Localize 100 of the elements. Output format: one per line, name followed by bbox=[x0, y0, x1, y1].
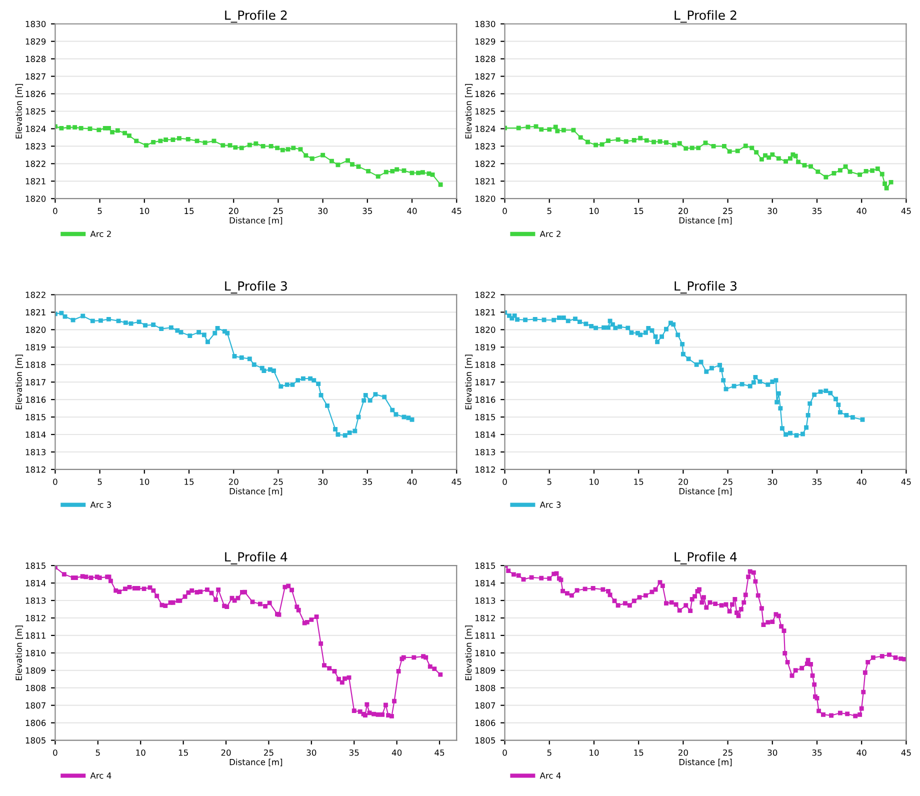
x-tick-label: 5 bbox=[547, 750, 552, 756]
chart-title: L_Profile 4 bbox=[674, 552, 737, 564]
x-tick-label: 45 bbox=[452, 208, 462, 214]
y-tick-label: 1818 bbox=[26, 362, 46, 368]
y-tick-label: 1812 bbox=[26, 466, 46, 473]
y-tick-label: 1821 bbox=[475, 309, 495, 316]
x-axis-title: Distance [m] bbox=[230, 758, 282, 766]
legend-label: Arc 2 bbox=[90, 230, 111, 238]
y-tick-label: 1809 bbox=[475, 667, 496, 674]
x-tick-label: 40 bbox=[856, 749, 866, 756]
x-tick-label: 45 bbox=[434, 750, 444, 756]
chart-title: L_Profile 4 bbox=[225, 552, 288, 564]
x-tick-label: 35 bbox=[362, 478, 372, 485]
chart-title: L_Profile 2 bbox=[674, 10, 736, 23]
x-tick-label: 20 bbox=[228, 478, 238, 485]
x-tick-label: 35 bbox=[812, 478, 822, 485]
x-tick-label: 25 bbox=[723, 478, 732, 485]
x-tick-label: 5 bbox=[98, 208, 102, 214]
y-tick-label: 1807 bbox=[26, 702, 46, 709]
y-tick-label: 1829 bbox=[26, 38, 46, 45]
x-tick-label: 45 bbox=[901, 208, 911, 214]
y-tick-label: 1809 bbox=[26, 667, 46, 674]
x-tick-label: 40 bbox=[407, 478, 417, 485]
y-tick-label: 1821 bbox=[475, 178, 495, 184]
x-tick-label: 5 bbox=[547, 478, 552, 485]
chart-title: L_Profile 3 bbox=[225, 281, 287, 294]
y-tick-label: 1818 bbox=[475, 362, 496, 368]
x-axis-title: Distance [m] bbox=[679, 217, 732, 225]
x-tick-label: 5 bbox=[547, 208, 552, 214]
x-tick-label: 15 bbox=[184, 208, 194, 214]
y-axis-title: Elevation [m] bbox=[465, 354, 473, 410]
y-tick-label: 1816 bbox=[475, 396, 496, 403]
y-tick-label: 1824 bbox=[26, 126, 46, 132]
y-tick-label: 1830 bbox=[475, 20, 496, 28]
x-tick-label: 10 bbox=[590, 208, 599, 214]
y-axis-title: Elevation [m] bbox=[16, 354, 23, 410]
y-tick-label: 1814 bbox=[26, 431, 46, 438]
x-tick-label: 40 bbox=[407, 208, 417, 214]
y-tick-label: 1825 bbox=[475, 108, 496, 115]
y-tick-label: 1827 bbox=[475, 73, 496, 80]
x-tick-label: 10 bbox=[140, 478, 150, 485]
x-tick-label: 30 bbox=[318, 208, 328, 214]
legend-label: Arc 2 bbox=[540, 230, 560, 238]
x-tick-label: 15 bbox=[634, 208, 644, 214]
legend-label: Arc 4 bbox=[90, 772, 112, 779]
x-tick-label: 30 bbox=[306, 749, 316, 756]
x-tick-label: 0 bbox=[502, 749, 507, 756]
x-tick-label: 10 bbox=[590, 749, 599, 756]
y-tick-label: 1827 bbox=[26, 73, 46, 80]
x-tick-label: 15 bbox=[178, 750, 188, 756]
y-tick-label: 1820 bbox=[475, 196, 496, 202]
x-tick-label: 10 bbox=[136, 749, 146, 756]
x-tick-label: 20 bbox=[678, 478, 688, 485]
x-tick-label: 40 bbox=[856, 478, 866, 485]
x-tick-label: 20 bbox=[678, 208, 688, 214]
y-tick-label: 1820 bbox=[26, 196, 46, 202]
y-tick-label: 1806 bbox=[475, 720, 496, 726]
x-tick-label: 30 bbox=[768, 749, 778, 756]
x-tick-label: 15 bbox=[634, 478, 644, 485]
y-tick-label: 1806 bbox=[26, 720, 46, 726]
y-tick-label: 1828 bbox=[475, 56, 496, 62]
x-tick-label: 35 bbox=[812, 208, 822, 214]
y-axis-title: Elevation [m] bbox=[16, 84, 23, 138]
x-tick-label: 0 bbox=[53, 749, 58, 756]
x-tick-label: 15 bbox=[634, 750, 644, 756]
y-tick-label: 1821 bbox=[26, 178, 46, 184]
y-tick-label: 1823 bbox=[475, 143, 496, 150]
y-tick-label: 1817 bbox=[475, 379, 496, 386]
y-tick-label: 1819 bbox=[26, 344, 46, 350]
chart-title: L_Profile 3 bbox=[674, 281, 736, 294]
x-tick-label: 20 bbox=[221, 749, 231, 756]
y-tick-label: 1826 bbox=[475, 90, 496, 98]
x-tick-label: 35 bbox=[349, 749, 359, 756]
x-tick-label: 0 bbox=[53, 478, 58, 485]
y-axis-title: Elevation [m] bbox=[465, 626, 473, 680]
y-tick-label: 1817 bbox=[26, 379, 46, 386]
x-tick-label: 35 bbox=[812, 749, 822, 756]
legend-label: Arc 4 bbox=[540, 772, 561, 779]
y-tick-label: 1812 bbox=[475, 466, 495, 473]
y-tick-label: 1824 bbox=[475, 126, 496, 132]
x-axis-title: Distance [m] bbox=[230, 217, 282, 225]
y-tick-label: 1810 bbox=[475, 650, 496, 656]
y-tick-label: 1813 bbox=[475, 597, 496, 604]
y-tick-label: 1814 bbox=[475, 580, 496, 586]
y-tick-label: 1808 bbox=[26, 684, 46, 692]
x-axis-title: Distance [m] bbox=[679, 488, 732, 496]
y-tick-label: 1813 bbox=[26, 597, 46, 604]
x-tick-label: 25 bbox=[723, 749, 732, 756]
y-tick-label: 1811 bbox=[26, 632, 46, 639]
y-tick-label: 1814 bbox=[475, 431, 496, 438]
x-tick-label: 35 bbox=[362, 208, 372, 214]
y-tick-label: 1815 bbox=[475, 562, 496, 569]
y-tick-label: 1821 bbox=[26, 309, 46, 316]
x-tick-label: 15 bbox=[184, 478, 194, 485]
y-tick-label: 1822 bbox=[26, 160, 46, 167]
x-tick-label: 5 bbox=[98, 478, 102, 485]
y-tick-label: 1826 bbox=[26, 90, 46, 98]
x-axis-title: Distance [m] bbox=[679, 758, 732, 766]
x-tick-label: 0 bbox=[502, 478, 507, 485]
y-tick-label: 1812 bbox=[26, 614, 46, 622]
